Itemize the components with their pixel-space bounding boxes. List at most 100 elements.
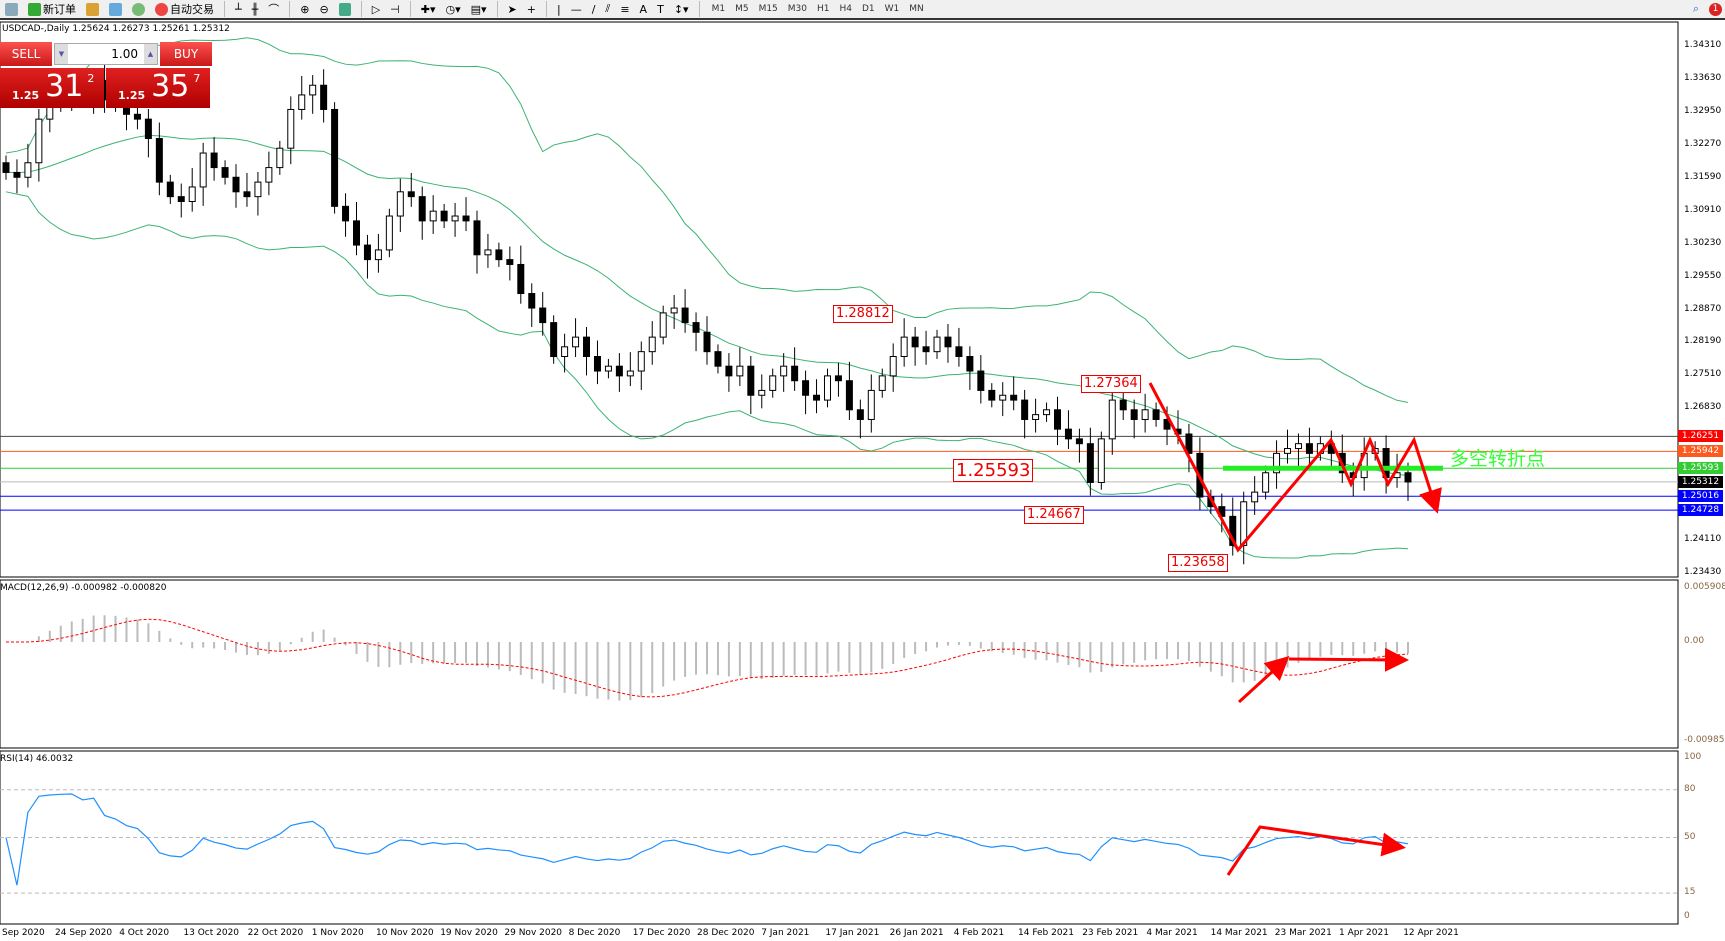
buy-button[interactable]: BUY xyxy=(160,42,212,66)
candle xyxy=(1010,376,1018,411)
candle-body xyxy=(845,380,853,411)
candle xyxy=(550,315,558,364)
candle-body xyxy=(177,196,185,202)
vertical-line-button[interactable]: | xyxy=(556,2,561,16)
sell-price[interactable]: 1.25 31 2 xyxy=(0,68,104,108)
fibonacci-button[interactable]: ≡ xyxy=(620,2,630,16)
chart-shift-button[interactable]: ⊣ xyxy=(390,2,400,16)
signals-button[interactable] xyxy=(129,0,148,18)
profiles-button[interactable] xyxy=(2,0,21,18)
autoscroll-button[interactable]: ▷ xyxy=(371,2,381,16)
rsi-tick: 80 xyxy=(1684,783,1696,794)
divider xyxy=(289,1,291,17)
metaeditor-button[interactable] xyxy=(83,0,102,18)
candle xyxy=(1305,427,1313,467)
zoom-out-button[interactable]: ⊖ xyxy=(319,2,329,16)
candle-body xyxy=(878,375,886,391)
candle-body xyxy=(287,108,295,149)
candle xyxy=(933,329,941,359)
rsi-tick: 0 xyxy=(1684,911,1690,921)
timeframe-m1[interactable]: M1 xyxy=(711,4,726,14)
bollinger-lower xyxy=(5,191,1409,559)
date-tick: 22 Oct 2020 xyxy=(247,928,304,938)
timeframe-mn[interactable]: MN xyxy=(909,4,924,14)
candle xyxy=(1262,465,1270,500)
timeframe-d1[interactable]: D1 xyxy=(862,4,875,14)
periods-button[interactable]: ◷▾ xyxy=(445,2,461,16)
lot-size-stepper[interactable]: ▼ 1.00 ▲ xyxy=(54,43,158,65)
text-button[interactable]: A xyxy=(639,2,648,16)
timeframe-w1[interactable]: W1 xyxy=(884,4,900,14)
date-tick: 4 Feb 2021 xyxy=(953,928,1005,938)
candle-body xyxy=(407,191,415,198)
candle-body xyxy=(1294,443,1302,450)
candle xyxy=(374,233,382,273)
divider xyxy=(409,1,411,17)
divider xyxy=(360,1,362,17)
candle-chart-button[interactable]: ╫ xyxy=(251,2,259,16)
candle xyxy=(834,362,842,397)
candle-body xyxy=(517,263,525,295)
timeframe-bar: M1 M5 M15 M30 H1 H4 D1 W1 MN xyxy=(707,0,929,18)
market-watch-button[interactable] xyxy=(106,0,125,18)
date-tick: 4 Mar 2021 xyxy=(1146,928,1198,938)
candle xyxy=(254,171,262,216)
increase-lot-button[interactable]: ▲ xyxy=(144,44,157,64)
candle xyxy=(648,321,656,365)
timeframe-h1[interactable]: H1 xyxy=(817,4,830,14)
timeframe-h4[interactable]: H4 xyxy=(839,4,853,14)
candle-body xyxy=(1075,438,1083,445)
candle-body xyxy=(572,336,580,348)
candle xyxy=(900,318,908,367)
sell-button[interactable]: SELL xyxy=(0,42,52,66)
decrease-lot-button[interactable]: ▼ xyxy=(55,44,68,64)
candle-body xyxy=(1108,399,1116,440)
candle xyxy=(703,316,711,365)
candle xyxy=(583,326,591,376)
text-label-button[interactable]: T xyxy=(657,2,664,16)
tile-icon xyxy=(338,2,351,16)
date-tick: 10 Nov 2020 xyxy=(376,928,434,938)
notifications-button[interactable]: 1 xyxy=(1706,0,1725,18)
price-tick: 1.27510 xyxy=(1684,369,1722,380)
sell-price-big: 31 xyxy=(45,69,84,104)
price-label-high-2: 1.27364 xyxy=(1081,375,1141,393)
candle xyxy=(670,294,678,329)
rsi-title: RSI(14) 46.0032 xyxy=(0,754,74,764)
arrows-button[interactable]: ↕▾ xyxy=(673,2,689,16)
templates-button[interactable]: ▤▾ xyxy=(470,2,487,16)
candle-body xyxy=(648,336,656,353)
bar-chart-button[interactable]: ┴ xyxy=(235,2,242,16)
line-chart-button[interactable]: ⌒ xyxy=(268,3,280,16)
timeframe-m30[interactable]: M30 xyxy=(787,4,807,14)
candle-body xyxy=(495,249,503,261)
trendline-button[interactable]: / xyxy=(591,2,596,16)
auto-trade-button[interactable]: 自动交易 xyxy=(152,0,217,18)
candle-body xyxy=(1119,399,1127,411)
candle xyxy=(977,355,985,404)
timeframe-m5[interactable]: M5 xyxy=(735,4,749,14)
candle-body xyxy=(593,356,601,372)
channel-button[interactable]: ⫽ xyxy=(605,2,611,15)
candle-body xyxy=(1229,515,1237,546)
horizontal-line-button[interactable]: — xyxy=(570,2,582,16)
candle-body xyxy=(232,176,240,193)
macd-tick: 0.00 xyxy=(1684,636,1705,646)
indicators-button[interactable]: ✚▾ xyxy=(420,2,436,16)
candle xyxy=(561,333,569,373)
candle xyxy=(1075,428,1083,463)
new-order-button[interactable]: 新订单 xyxy=(25,0,79,18)
candle xyxy=(1108,387,1116,455)
tile-windows-button[interactable] xyxy=(336,0,354,18)
search-button[interactable]: ⌕ xyxy=(1692,2,1699,15)
timeframe-m15[interactable]: M15 xyxy=(758,4,778,14)
buy-price[interactable]: 1.25 35 7 xyxy=(106,68,210,108)
lot-size-input[interactable]: 1.00 xyxy=(111,47,138,61)
zoom-in-button[interactable]: ⊕ xyxy=(300,2,310,16)
cursor-button[interactable]: ➤ xyxy=(507,2,517,16)
macd-signal-line xyxy=(5,618,1409,698)
price-level-tag: 1.25312 xyxy=(1678,475,1723,488)
crosshair-button[interactable]: + xyxy=(526,2,536,16)
date-tick: 12 Apr 2021 xyxy=(1403,928,1459,938)
